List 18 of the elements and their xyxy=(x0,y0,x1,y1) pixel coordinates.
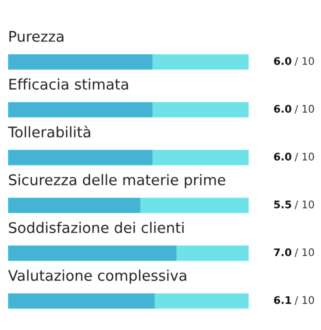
text: / 10 xyxy=(294,57,314,66)
data-label: 5.5 xyxy=(274,200,292,208)
text: / 10 xyxy=(294,248,314,258)
text: / 10 xyxy=(294,152,314,162)
y-tick-label: Soddisfazione dei clienti xyxy=(8,222,184,234)
y-tick-label: Valutazione complessiva xyxy=(8,270,186,284)
text: / 10 xyxy=(294,296,314,305)
text: / 10 xyxy=(294,104,314,114)
data-label: 6.0 xyxy=(274,152,292,161)
y-tick-label: Sicurezza delle materie prime xyxy=(8,174,226,188)
y-tick-label: Efficacia stimata xyxy=(9,78,128,90)
data-label: 6.1 xyxy=(274,296,292,304)
data-label: 7.0 xyxy=(274,248,292,256)
text: / 10 xyxy=(294,200,314,210)
y-tick-label: Tollerabilità xyxy=(8,126,90,138)
y-tick-label: Purezza xyxy=(9,31,64,42)
data-label: 6.0 xyxy=(274,57,292,65)
data-label: 6.0 xyxy=(274,104,292,113)
